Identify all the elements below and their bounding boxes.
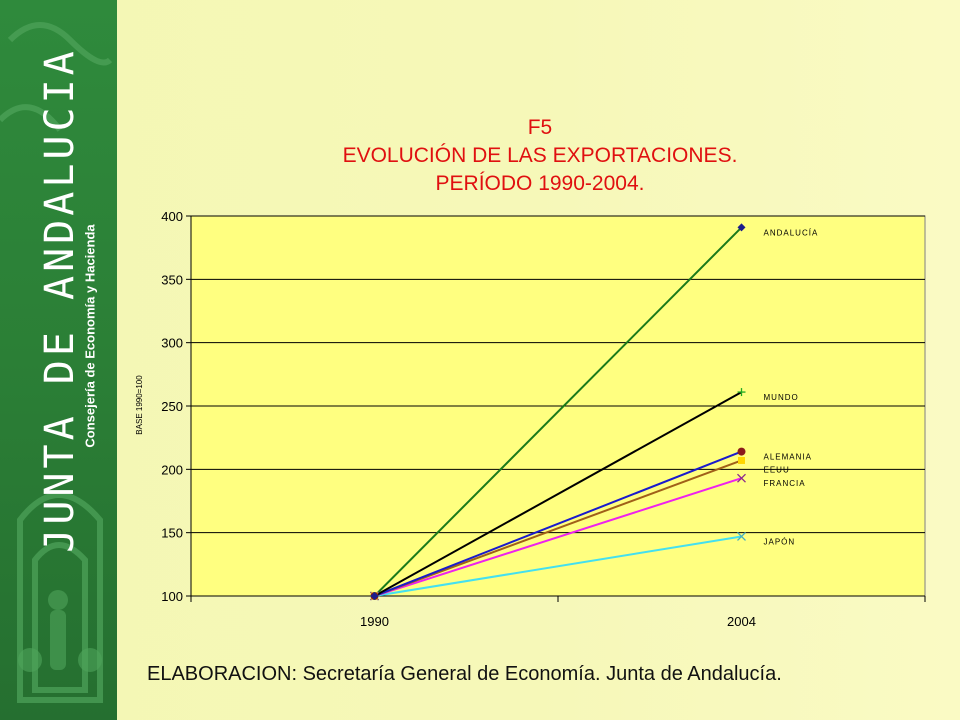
series-label: ALEMANIA	[764, 453, 812, 462]
y-tick-label: 200	[161, 462, 183, 477]
chart: F5 EVOLUCIÓN DE LAS EXPORTACIONES. PERÍO…	[135, 116, 926, 629]
x-tick-label: 2004	[727, 614, 756, 629]
x-tick-label: 1990	[360, 614, 389, 629]
gridlines	[191, 215, 925, 534]
y-tick-label: 400	[161, 209, 183, 224]
y-tick-label: 350	[161, 272, 183, 287]
brand-logo-text: JUNTA DE ANDALUCIA	[37, 47, 83, 553]
chart-title-line-1: F5	[528, 116, 553, 139]
series-line	[374, 450, 742, 597]
x-axis: 1990 2004	[190, 595, 926, 629]
chart-title-line-2: EVOLUCIÓN DE LAS EXPORTACIONES.	[343, 144, 738, 167]
series-label: ANDALUCÍA	[764, 228, 819, 237]
data-point	[737, 473, 746, 483]
series-line	[374, 391, 742, 597]
y-tick-label: 150	[161, 526, 183, 541]
series-lines	[370, 223, 746, 601]
series-label: FRANCIA	[764, 479, 806, 488]
department-name: Consejería de Economía y Hacienda	[82, 224, 98, 448]
y-tick-label: 250	[161, 399, 183, 414]
series-line	[374, 477, 742, 597]
y-tick-label: 100	[161, 589, 183, 604]
y-axis-label: BASE 1990=100	[135, 375, 144, 435]
series-line	[373, 226, 743, 597]
series-labels: ANDALUCÍA MUNDO ALEMANIA EEUU FRANCIA JAPÓN	[764, 228, 819, 546]
series-label: JAPÓN	[764, 537, 796, 546]
series-line	[374, 459, 742, 597]
emblem-watermark	[0, 22, 113, 703]
y-tick-label: 300	[161, 336, 183, 351]
sidebar: JUNTA DE ANDALUCIA Consejería de Economí…	[0, 0, 117, 720]
series-line	[374, 535, 742, 597]
chart-title: F5 EVOLUCIÓN DE LAS EXPORTACIONES. PERÍO…	[343, 116, 738, 195]
data-point	[738, 456, 745, 464]
data-point	[370, 592, 379, 600]
data-point	[737, 447, 746, 456]
data-point	[737, 388, 746, 397]
data-point	[737, 223, 746, 232]
data-point	[737, 532, 746, 541]
source-note: ELABORACION: Secretaría General de Econo…	[147, 663, 782, 685]
series-label: MUNDO	[764, 393, 799, 402]
chart-title-line-3: PERÍODO 1990-2004.	[436, 172, 645, 195]
y-axis: 100 150 200 250 300 350 400	[161, 209, 192, 604]
series-label: EEUU	[764, 466, 790, 475]
